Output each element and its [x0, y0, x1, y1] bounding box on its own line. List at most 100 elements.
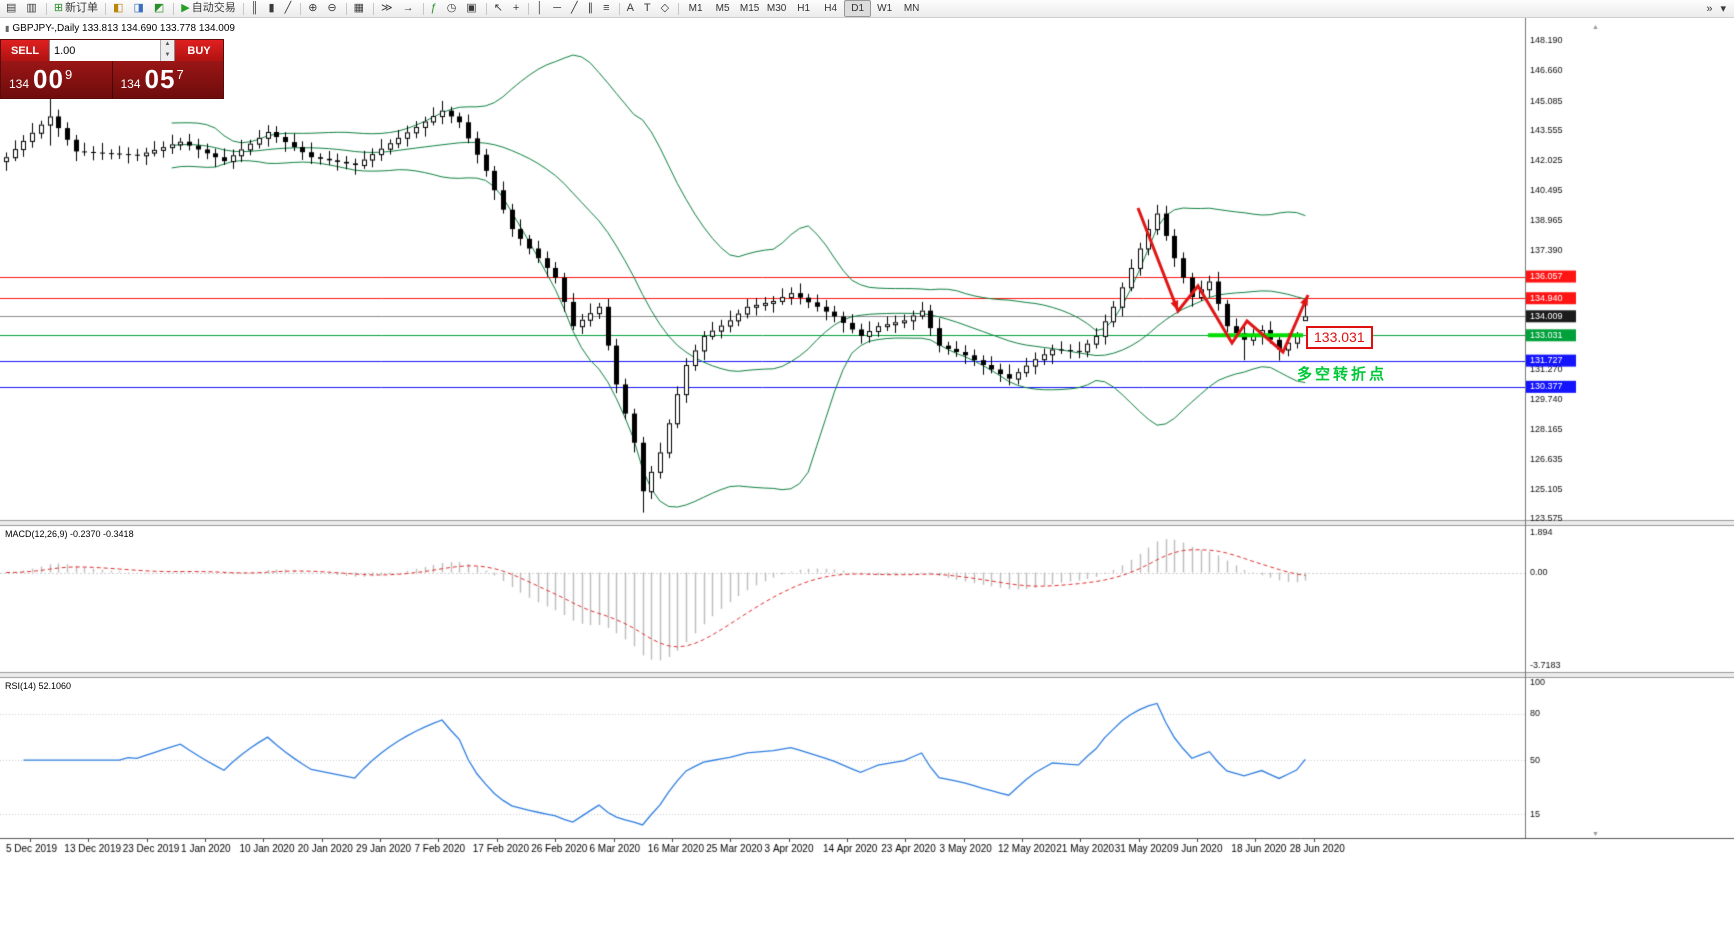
- toolbar-separator: [485, 2, 487, 15]
- panel-separator-rsi[interactable]: [0, 672, 1734, 678]
- line-chart-icon: ╱: [284, 2, 292, 14]
- line-chart-icon[interactable]: ╱: [281, 0, 298, 17]
- autotrading-button: ▶: [181, 2, 190, 14]
- timeframe-h4[interactable]: H4: [824, 3, 838, 14]
- market-watch-icon: ◧: [113, 2, 124, 14]
- timeframe-mn[interactable]: MN: [903, 3, 920, 14]
- macd-indicator-label: MACD(12,26,9) -0.2370 -0.3418: [5, 529, 134, 539]
- customize-toolbar-icon[interactable]: ▾: [1720, 3, 1726, 15]
- fibonacci-icon: ≡: [603, 2, 610, 14]
- time-axis[interactable]: [0, 856, 1525, 876]
- cursor-icon[interactable]: ↖: [490, 0, 509, 17]
- auto-scroll-icon[interactable]: ≫: [377, 0, 399, 17]
- navigator-icon[interactable]: ◩: [150, 0, 170, 17]
- label-icon[interactable]: T: [640, 0, 657, 17]
- toolbar-right: » ▾: [1702, 1, 1730, 18]
- templates-icon[interactable]: ▣: [462, 0, 482, 17]
- auto-scroll-icon: ≫: [381, 2, 393, 14]
- sell-price[interactable]: 134 00 9: [1, 61, 112, 98]
- tile-windows-icon[interactable]: ▦: [350, 0, 370, 17]
- fibonacci-icon[interactable]: ≡: [599, 0, 615, 17]
- profiles-icon[interactable]: ▥: [22, 0, 42, 17]
- volume-decrease-icon[interactable]: ▼: [161, 50, 174, 61]
- autotrading-button[interactable]: ▶ 自动交易: [177, 0, 239, 17]
- toolbar-separator: [528, 2, 530, 15]
- candlestick-icon: ▮: [268, 2, 275, 14]
- chart-canvas[interactable]: [0, 18, 1734, 948]
- volume-spinner: ▲ ▼: [160, 40, 174, 61]
- timeframe-m30[interactable]: M30: [766, 3, 787, 14]
- toolbar-separator: [422, 2, 424, 15]
- timeframe-m1[interactable]: M1: [688, 3, 703, 14]
- zoom-in-icon[interactable]: ⊕: [304, 0, 323, 17]
- templates-icon: ▣: [466, 2, 477, 14]
- indicators-icon: ƒ: [430, 2, 437, 14]
- timeframe-h1[interactable]: H1: [797, 3, 811, 14]
- chart-shift-icon[interactable]: →: [399, 0, 420, 17]
- buy-price-figure: 134: [120, 76, 141, 91]
- timeframe-m5[interactable]: M5: [715, 3, 730, 14]
- candlestick-icon[interactable]: ▮: [265, 0, 281, 17]
- bar-chart-icon[interactable]: ║: [247, 0, 265, 17]
- buy-price-point: 7: [176, 67, 184, 82]
- text-icon[interactable]: A: [623, 0, 640, 17]
- cursor-icon: ↖: [493, 2, 503, 14]
- text-icon: A: [626, 2, 634, 14]
- bar-chart-icon: ║: [250, 2, 259, 14]
- indicators-icon[interactable]: ƒ: [427, 0, 443, 17]
- toolbar-separator: [373, 2, 375, 15]
- new-order-button[interactable]: ⊞ 新订单: [50, 0, 102, 17]
- new-chart-icon[interactable]: ▤: [2, 0, 22, 17]
- sell-price-point: 9: [64, 67, 73, 82]
- zoom-out-icon[interactable]: ⊖: [323, 0, 342, 17]
- chart-symbol-header: ▮ GBPJPY-,Daily 133.813 134.690 133.778 1…: [5, 23, 235, 34]
- toolbar-separator: [173, 2, 175, 15]
- channel-icon[interactable]: ∥: [584, 0, 600, 17]
- data-window-icon[interactable]: ◨: [129, 0, 149, 17]
- market-watch-icon[interactable]: ◧: [109, 0, 129, 17]
- toolbar-separator: [105, 2, 107, 15]
- buy-button[interactable]: BUY: [175, 40, 223, 61]
- volume-increase-icon[interactable]: ▲: [161, 40, 174, 51]
- zoom-in-icon: ⊕: [308, 2, 318, 14]
- toolbar-overflow-icon[interactable]: »: [1706, 3, 1713, 15]
- vline-icon: │: [536, 2, 544, 14]
- volume-input[interactable]: [50, 40, 160, 61]
- trendline-icon[interactable]: ╱: [567, 0, 584, 17]
- main-toolbar: ▤ ▥ ⊞ 新订单 ◧ ◨ ◩ ▶ 自动交易 ║ ▮ ╱ ⊕ ⊖ ▦ ≫ → ƒ ◷ ▣ ↖ + │ ─ ╱ ∥ ≡ A T ◇ M1 M5 M…: [0, 0, 1734, 18]
- toolbar-separator: [300, 2, 302, 15]
- sell-button[interactable]: SELL: [1, 40, 49, 61]
- toolbar-separator: [678, 2, 680, 15]
- price-annotation-label[interactable]: 133.031: [1306, 326, 1373, 349]
- zoom-out-icon: ⊖: [327, 2, 337, 14]
- periods-icon[interactable]: ◷: [443, 0, 463, 17]
- autotrading-button-label: 自动交易: [191, 2, 236, 14]
- chart-marker-icon: ▮: [5, 24, 10, 33]
- label-icon: T: [643, 2, 651, 14]
- timeframe-d1[interactable]: D1: [844, 0, 872, 17]
- rsi-indicator-label: RSI(14) 52.1060: [5, 681, 72, 691]
- toolbar-separator: [242, 2, 244, 15]
- hline-icon[interactable]: ─: [549, 0, 567, 17]
- tile-windows-icon: ▦: [353, 2, 365, 14]
- periods-icon: ◷: [446, 2, 457, 14]
- buy-price-pips: 05: [144, 64, 176, 94]
- toolbar-separator: [618, 2, 620, 15]
- sell-price-figure: 134: [9, 76, 30, 91]
- panel-separator-macd[interactable]: [0, 520, 1734, 526]
- turning-point-annotation[interactable]: 多空转折点: [1297, 366, 1388, 383]
- new-order-button-label: 新订单: [65, 2, 99, 14]
- new-chart-icon: ▤: [6, 2, 17, 14]
- crosshair-icon: +: [512, 2, 520, 14]
- new-order-button: ⊞: [53, 2, 64, 14]
- vline-icon[interactable]: │: [532, 0, 549, 17]
- price-axis[interactable]: [1526, 18, 1734, 838]
- data-window-icon: ◨: [133, 2, 144, 14]
- shapes-icon[interactable]: ◇: [657, 0, 675, 17]
- crosshair-icon[interactable]: +: [509, 0, 525, 17]
- buy-price[interactable]: 134 05 7: [111, 61, 224, 98]
- one-click-trading-panel: SELL ▲ ▼ BUY 134 00 9 134 05 7: [0, 39, 224, 99]
- timeframe-w1[interactable]: W1: [877, 3, 893, 14]
- timeframe-m15[interactable]: M15: [739, 3, 760, 14]
